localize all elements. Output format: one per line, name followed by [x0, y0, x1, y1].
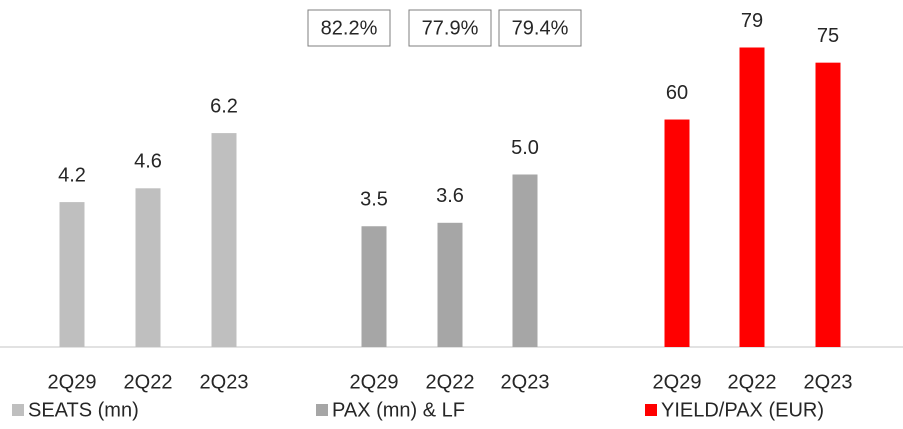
- x-tick-label: 2Q23: [804, 371, 853, 393]
- x-tick-label: 2Q29: [350, 371, 399, 393]
- x-tick-label: 2Q22: [124, 371, 173, 393]
- value-label: 75: [817, 25, 839, 47]
- annotation-label: 79.4%: [512, 17, 569, 39]
- value-label: 3.6: [436, 185, 464, 207]
- value-label: 4.2: [58, 164, 86, 186]
- bar: [512, 174, 538, 347]
- x-tick-label: 2Q29: [653, 371, 702, 393]
- bar: [437, 222, 463, 347]
- bar: [59, 202, 85, 347]
- x-tick-label: 2Q23: [200, 371, 249, 393]
- value-label: 4.6: [134, 151, 162, 173]
- annotation-label: 77.9%: [422, 17, 479, 39]
- legend-label: SEATS (mn): [28, 399, 139, 421]
- bar: [664, 119, 690, 348]
- bar: [211, 133, 237, 347]
- annotation-box: [307, 9, 391, 47]
- legend-label: PAX (mn) & LF: [332, 399, 465, 421]
- x-tick-label: 2Q22: [728, 371, 777, 393]
- legend-label: YIELD/PAX (EUR): [661, 399, 824, 421]
- x-tick-label: 2Q23: [501, 371, 550, 393]
- legend-swatch: [645, 404, 657, 416]
- legend-swatch: [316, 404, 328, 416]
- bar: [815, 62, 841, 348]
- bar: [361, 226, 387, 347]
- bar: [739, 47, 765, 347]
- value-label: 6.2: [210, 95, 238, 117]
- value-label: 5.0: [511, 137, 539, 159]
- x-tick-label: 2Q22: [426, 371, 475, 393]
- annotation-box: [408, 9, 492, 47]
- x-tick-label: 2Q29: [48, 371, 97, 393]
- annotation-box: [498, 9, 582, 47]
- bar: [135, 188, 161, 347]
- value-label: 60: [666, 82, 688, 104]
- value-label: 3.5: [360, 189, 388, 211]
- annotation-label: 82.2%: [321, 17, 378, 39]
- legend-swatch: [12, 404, 24, 416]
- value-label: 79: [741, 10, 763, 32]
